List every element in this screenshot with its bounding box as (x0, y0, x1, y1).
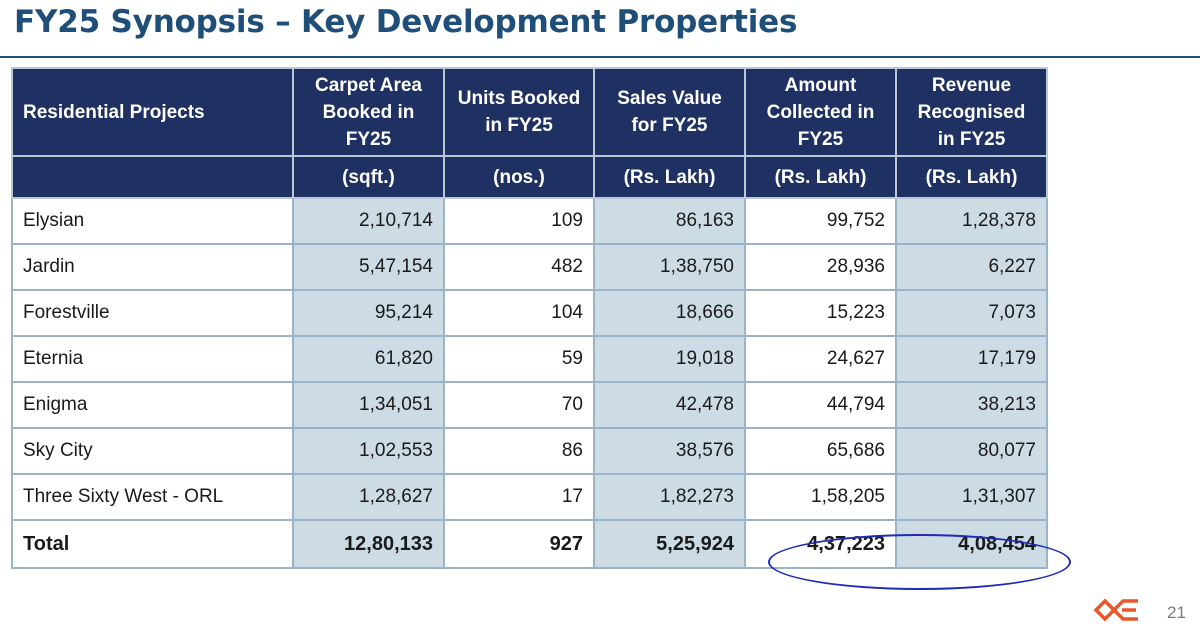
header-revenue-recognised: Revenue Recognised in FY25 (895, 67, 1048, 157)
page-number: 21 (1167, 603, 1186, 622)
units-booked-cell: 104 (443, 289, 595, 337)
revenue-recognised-cell: 1,28,378 (895, 197, 1048, 245)
sales-value-cell: 38,576 (593, 427, 746, 475)
amount-collected-cell: 24,627 (744, 335, 897, 383)
units-booked-cell: 86 (443, 427, 595, 475)
units-booked-cell: 70 (443, 381, 595, 429)
units-booked-cell: 482 (443, 243, 595, 291)
carpet-area-cell: 1,28,627 (292, 473, 445, 521)
carpet-area-cell: 61,820 (292, 335, 445, 383)
header-units-booked: Units Booked in FY25 (443, 67, 595, 157)
table-row: Enigma 1,34,051 70 42,478 44,794 38,213 (11, 381, 1048, 429)
unit-projects (11, 155, 294, 199)
revenue-recognised-cell: 38,213 (895, 381, 1048, 429)
revenue-recognised-cell: 1,31,307 (895, 473, 1048, 521)
project-name: Elysian (11, 197, 294, 245)
unit-revenue-recognised: (Rs. Lakh) (895, 155, 1048, 199)
amount-collected-cell: 28,936 (744, 243, 897, 291)
total-label: Total (11, 519, 294, 569)
sales-value-cell: 18,666 (593, 289, 746, 337)
title-divider (0, 56, 1200, 58)
carpet-area-cell: 2,10,714 (292, 197, 445, 245)
revenue-recognised-cell: 7,073 (895, 289, 1048, 337)
unit-carpet-area: (sqft.) (292, 155, 445, 199)
unit-sales-value: (Rs. Lakh) (593, 155, 746, 199)
units-booked-cell: 17 (443, 473, 595, 521)
sales-value-cell: 1,38,750 (593, 243, 746, 291)
total-carpet-area: 12,80,133 (292, 519, 445, 569)
project-name: Enigma (11, 381, 294, 429)
project-name: Forestville (11, 289, 294, 337)
sales-value-cell: 1,82,273 (593, 473, 746, 521)
units-row: (sqft.) (nos.) (Rs. Lakh) (Rs. Lakh) (Rs… (11, 155, 1048, 199)
unit-amount-collected: (Rs. Lakh) (744, 155, 897, 199)
highlight-oval-icon (768, 534, 1071, 590)
header-amount-collected: Amount Collected in FY25 (744, 67, 897, 157)
units-booked-cell: 109 (443, 197, 595, 245)
amount-collected-cell: 99,752 (744, 197, 897, 245)
revenue-recognised-cell: 80,077 (895, 427, 1048, 475)
header-residential-projects: Residential Projects (11, 67, 294, 157)
header-row: Residential Projects Carpet Area Booked … (11, 67, 1048, 157)
sales-value-cell: 42,478 (593, 381, 746, 429)
project-name: Jardin (11, 243, 294, 291)
header-sales-value: Sales Value for FY25 (593, 67, 746, 157)
table-row: Jardin 5,47,154 482 1,38,750 28,936 6,22… (11, 243, 1048, 291)
units-booked-cell: 59 (443, 335, 595, 383)
total-sales-value: 5,25,924 (593, 519, 746, 569)
table-row: Eternia 61,820 59 19,018 24,627 17,179 (11, 335, 1048, 383)
carpet-area-cell: 1,02,553 (292, 427, 445, 475)
amount-collected-cell: 15,223 (744, 289, 897, 337)
total-units-booked: 927 (443, 519, 595, 569)
table-row: Sky City 1,02,553 86 38,576 65,686 80,07… (11, 427, 1048, 475)
table-row: Elysian 2,10,714 109 86,163 99,752 1,28,… (11, 197, 1048, 245)
carpet-area-cell: 95,214 (292, 289, 445, 337)
revenue-recognised-cell: 17,179 (895, 335, 1048, 383)
page-title: FY25 Synopsis – Key Development Properti… (14, 4, 798, 40)
project-name: Eternia (11, 335, 294, 383)
amount-collected-cell: 44,794 (744, 381, 897, 429)
project-name: Sky City (11, 427, 294, 475)
unit-units-booked: (nos.) (443, 155, 595, 199)
project-name: Three Sixty West - ORL (11, 473, 294, 521)
sales-value-cell: 19,018 (593, 335, 746, 383)
properties-table: Residential Projects Carpet Area Booked … (11, 67, 1048, 569)
revenue-recognised-cell: 6,227 (895, 243, 1048, 291)
amount-collected-cell: 65,686 (744, 427, 897, 475)
company-logo-icon (1093, 598, 1138, 622)
table-row: Forestville 95,214 104 18,666 15,223 7,0… (11, 289, 1048, 337)
header-carpet-area: Carpet Area Booked in FY25 (292, 67, 445, 157)
table-row: Three Sixty West - ORL 1,28,627 17 1,82,… (11, 473, 1048, 521)
carpet-area-cell: 5,47,154 (292, 243, 445, 291)
sales-value-cell: 86,163 (593, 197, 746, 245)
carpet-area-cell: 1,34,051 (292, 381, 445, 429)
amount-collected-cell: 1,58,205 (744, 473, 897, 521)
